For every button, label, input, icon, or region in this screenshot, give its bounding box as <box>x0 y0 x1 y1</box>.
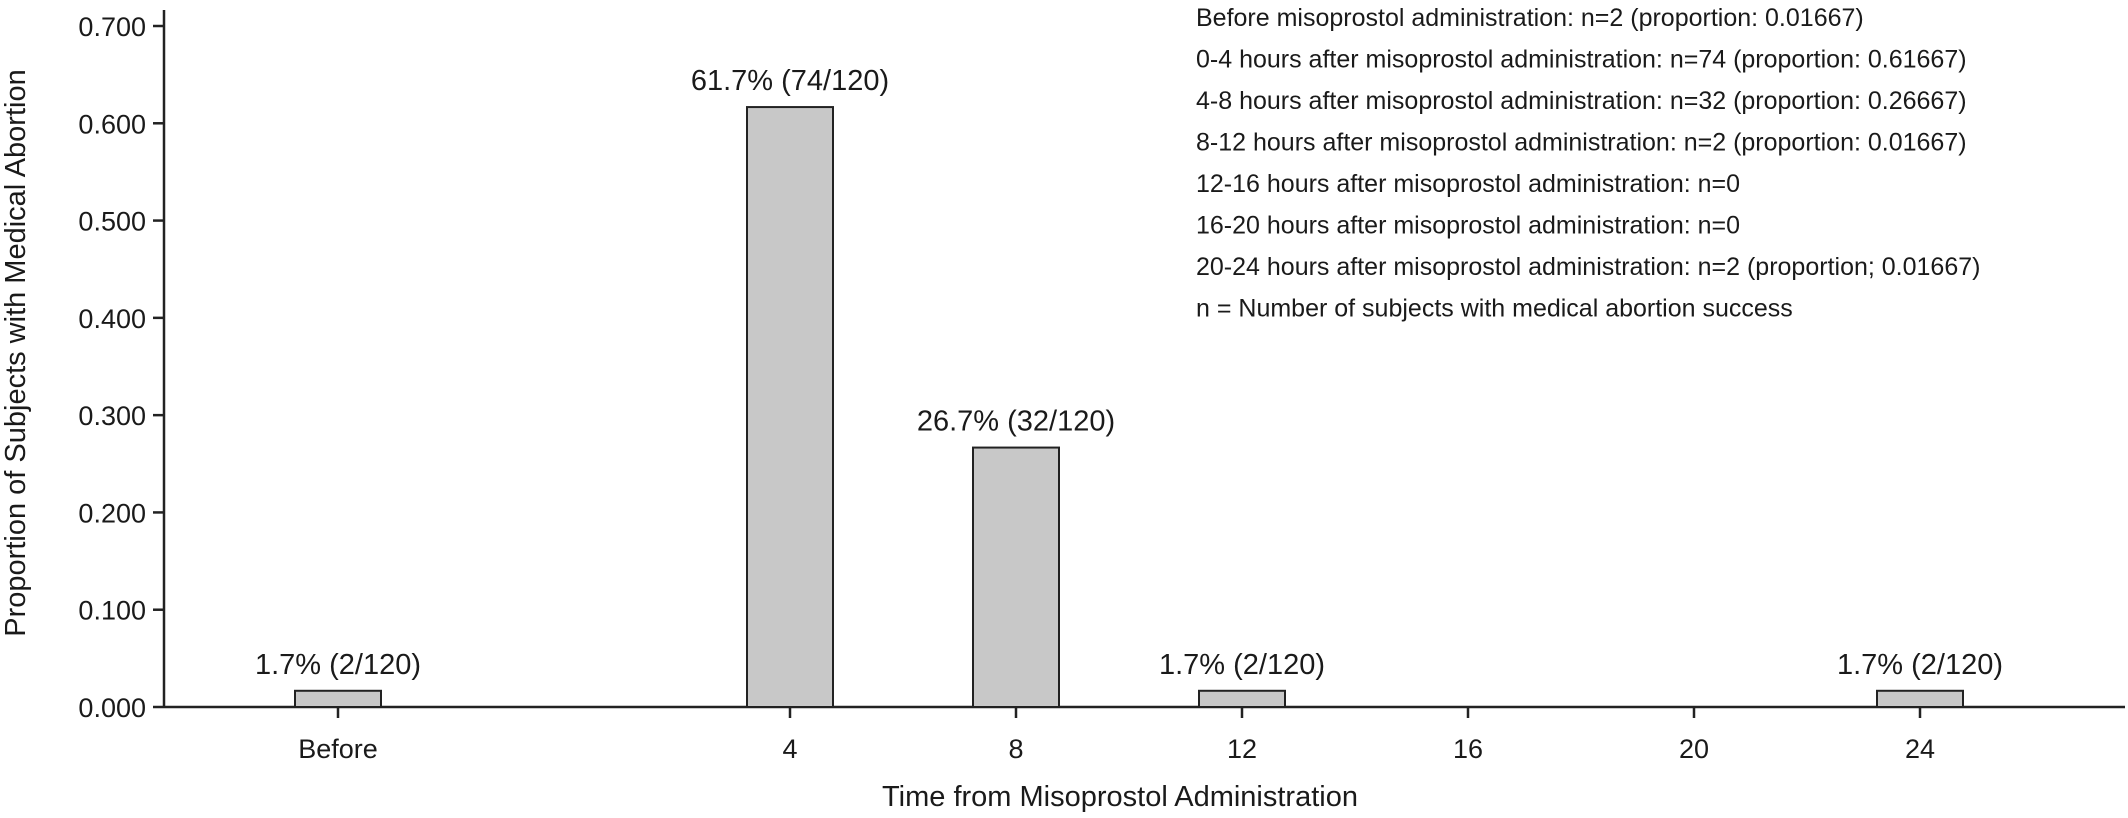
x-tick-label: 16 <box>1453 734 1483 764</box>
bar-data-label: 1.7% (2/120) <box>1837 649 2003 681</box>
annotation-line: Before misoprostol administration: n=2 (… <box>1196 4 1864 32</box>
y-tick-label: 0.000 <box>78 693 146 723</box>
x-tick-label: 8 <box>1008 734 1023 764</box>
bars <box>294 106 1964 709</box>
x-axis: Before 4 8 12 16 20 24 <box>164 705 2125 764</box>
x-tick-label: 20 <box>1679 734 1709 764</box>
annotation-line: 8-12 hours after misoprostol administrat… <box>1196 129 1967 157</box>
bar <box>1198 689 1286 708</box>
annotation-line: 20-24 hours after misoprostol administra… <box>1196 253 1980 281</box>
annotation-line: 16-20 hours after misoprostol administra… <box>1196 212 1740 240</box>
annotation-line: 4-8 hours after misoprostol administrati… <box>1196 87 1967 115</box>
y-axis: 0.000 0.100 0.200 0.300 0.400 0.500 0.600 0.700 <box>78 10 166 723</box>
x-tick-label: 12 <box>1227 734 1257 764</box>
bar <box>1876 689 1964 708</box>
bar-data-label: 61.7% (74/120) <box>691 65 889 97</box>
x-axis-title: Time from Misoprostol Administration <box>882 781 1358 813</box>
y-tick-label: 0.400 <box>78 304 146 334</box>
bar <box>294 689 382 708</box>
bar-data-label: 1.7% (2/120) <box>255 649 421 681</box>
x-tick-label: Before <box>298 734 378 764</box>
bar-data-label: 1.7% (2/120) <box>1159 649 1325 681</box>
bar <box>746 106 834 709</box>
bar <box>972 446 1060 708</box>
x-tick-label: 4 <box>782 734 797 764</box>
y-tick-label: 0.200 <box>78 498 146 528</box>
y-axis-title: Proportion of Subjects with Medical Abor… <box>0 69 32 636</box>
y-tick-label: 0.600 <box>78 109 146 139</box>
x-tick-label: 24 <box>1905 734 1935 764</box>
y-tick-label: 0.100 <box>78 596 146 626</box>
annotation-line: 0-4 hours after misoprostol administrati… <box>1196 46 1967 74</box>
bar-data-label: 26.7% (32/120) <box>917 406 1115 438</box>
y-tick-label: 0.700 <box>78 12 146 42</box>
y-tick-label: 0.500 <box>78 207 146 237</box>
y-tick-label: 0.300 <box>78 401 146 431</box>
annotation-line: 12-16 hours after misoprostol administra… <box>1196 170 1740 198</box>
annotation-line: n = Number of subjects with medical abor… <box>1196 295 1793 323</box>
data-labels: 1.7% (2/120) 61.7% (74/120) 26.7% (32/120)… <box>255 65 2003 681</box>
annotation-block: Before misoprostol administration: n=2 (… <box>1196 4 1980 323</box>
